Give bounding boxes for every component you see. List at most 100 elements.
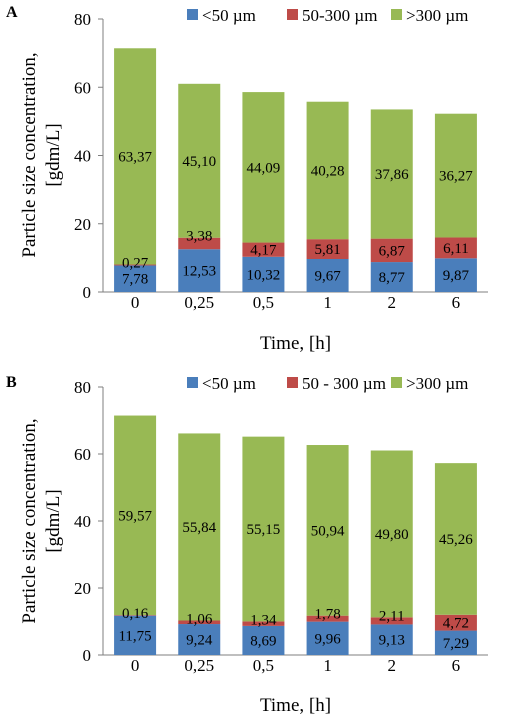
bar-segment (306, 259, 349, 292)
y-tick-label: 80 (74, 378, 91, 397)
data-label: 3,38 (186, 229, 212, 245)
legend-label: 50-300 µm (302, 6, 377, 25)
legend-label: <50 µm (202, 374, 256, 393)
legend-label: >300 µm (406, 374, 468, 393)
bar-segment (306, 445, 349, 616)
data-label: 7,78 (122, 272, 148, 288)
data-label: 6,87 (379, 243, 406, 259)
data-label: 5,81 (314, 242, 340, 258)
chart-panel-a: A 0 20 40 60 80 7,780,27 63,37 0 12,53 3,38 45,10 0,… (6, 4, 488, 354)
x-tick-label: 0,25 (184, 293, 214, 312)
y-tick-label: 0 (83, 646, 92, 665)
data-label: 1,06 (186, 611, 213, 627)
bar-segment (114, 48, 157, 265)
data-label: 9,67 (314, 269, 341, 285)
data-label: 9,87 (443, 268, 470, 284)
bar-segment (242, 242, 285, 257)
x-tick-label: 2 (388, 293, 397, 312)
bar-segment (370, 624, 413, 655)
data-label: 44,09 (247, 160, 281, 176)
bar-segment (434, 630, 477, 655)
bar-segment (114, 415, 157, 616)
data-label: 9,24 (186, 633, 213, 649)
data-label: 55,15 (247, 522, 281, 538)
data-label: 40,28 (311, 163, 345, 179)
legend-label: >300 µm (406, 6, 468, 25)
data-label: 1,34 (250, 612, 277, 628)
y-axis-title-line: [gdm/L] (43, 123, 64, 186)
y-tick-label: 40 (74, 512, 91, 531)
y-axis-title: Particle size concentration, [gdm/L] (19, 418, 64, 623)
bar-segment (370, 262, 413, 292)
legend-swatch (187, 9, 198, 20)
bar-segment (178, 620, 221, 625)
data-label: 37,86 (375, 167, 409, 183)
bar-segment (306, 101, 349, 240)
bar-segment (434, 463, 477, 615)
bar-segment (306, 621, 349, 655)
x-axis-title: Time, [h] (260, 695, 331, 716)
bar-segment (370, 109, 413, 239)
legend-swatch (287, 9, 298, 20)
panel-letter: B (6, 374, 17, 391)
bar-segment (178, 249, 221, 292)
y-axis-title-line: [gdm/L] (43, 489, 64, 552)
bar-segment (242, 436, 285, 622)
data-label: 0,27 (122, 256, 149, 272)
bar-segment (114, 265, 157, 292)
data-label: 50,94 (311, 523, 345, 539)
y-axis-title-line: Particle size concentration, (19, 52, 40, 257)
data-label: 63,37 (118, 149, 152, 165)
bar-segment (114, 615, 157, 616)
data-label: 45,10 (182, 154, 216, 170)
y-axis-title-line: Particle size concentration, (19, 418, 40, 623)
x-axis-title: Time, [h] (260, 333, 331, 354)
data-label: 2,11 (379, 608, 405, 624)
bar-segment (370, 238, 413, 263)
bar-segment (178, 83, 221, 238)
data-label: 0,16 (122, 606, 149, 622)
data-label: 11,75 (118, 628, 151, 644)
bar-segment (370, 450, 413, 618)
y-tick-label: 20 (74, 579, 91, 598)
data-label: 7,29 (443, 636, 469, 652)
data-label: 49,80 (375, 527, 409, 543)
x-tick-label: 6 (452, 293, 461, 312)
legend-label: 50 - 300 µm (302, 374, 386, 393)
y-tick-label: 20 (74, 215, 91, 234)
data-label: 1,78 (314, 607, 340, 623)
bar-segment (434, 614, 477, 631)
x-tick-label: 0,5 (253, 293, 274, 312)
bar-segment (242, 625, 285, 655)
data-label: 10,32 (247, 267, 281, 283)
y-tick-label: 40 (74, 147, 91, 166)
data-label: 9,96 (314, 631, 341, 647)
bar-segment (114, 264, 157, 266)
x-tick-label: 1 (323, 656, 332, 675)
data-label: 36,27 (439, 169, 473, 185)
legend-swatch (391, 377, 402, 388)
bar-segment (114, 615, 157, 655)
bar-segment (242, 621, 285, 626)
data-label: 59,57 (118, 508, 152, 524)
x-tick-label: 1 (323, 293, 332, 312)
panel-letter: A (6, 4, 18, 21)
chart-panel-b: B 0 20 40 60 80 11,75 0,16 59,57 0 9,24 1,06 55,84 0,… (6, 374, 488, 716)
bar-segment (306, 239, 349, 260)
data-label: 55,84 (182, 520, 216, 536)
bar-segment (306, 615, 349, 622)
data-label: 8,69 (250, 633, 276, 649)
y-tick-label: 60 (74, 78, 91, 97)
data-label: 8,77 (379, 270, 406, 286)
bar-segment (434, 258, 477, 292)
bar-segment (242, 92, 285, 243)
x-tick-label: 0,5 (253, 656, 274, 675)
bar-segment (434, 113, 477, 238)
y-tick-label: 0 (83, 283, 92, 302)
data-label: 45,26 (439, 532, 473, 548)
bar-segment (178, 433, 221, 621)
y-tick-label: 60 (74, 445, 91, 464)
x-tick-label: 0 (131, 656, 140, 675)
legend-swatch (391, 9, 402, 20)
